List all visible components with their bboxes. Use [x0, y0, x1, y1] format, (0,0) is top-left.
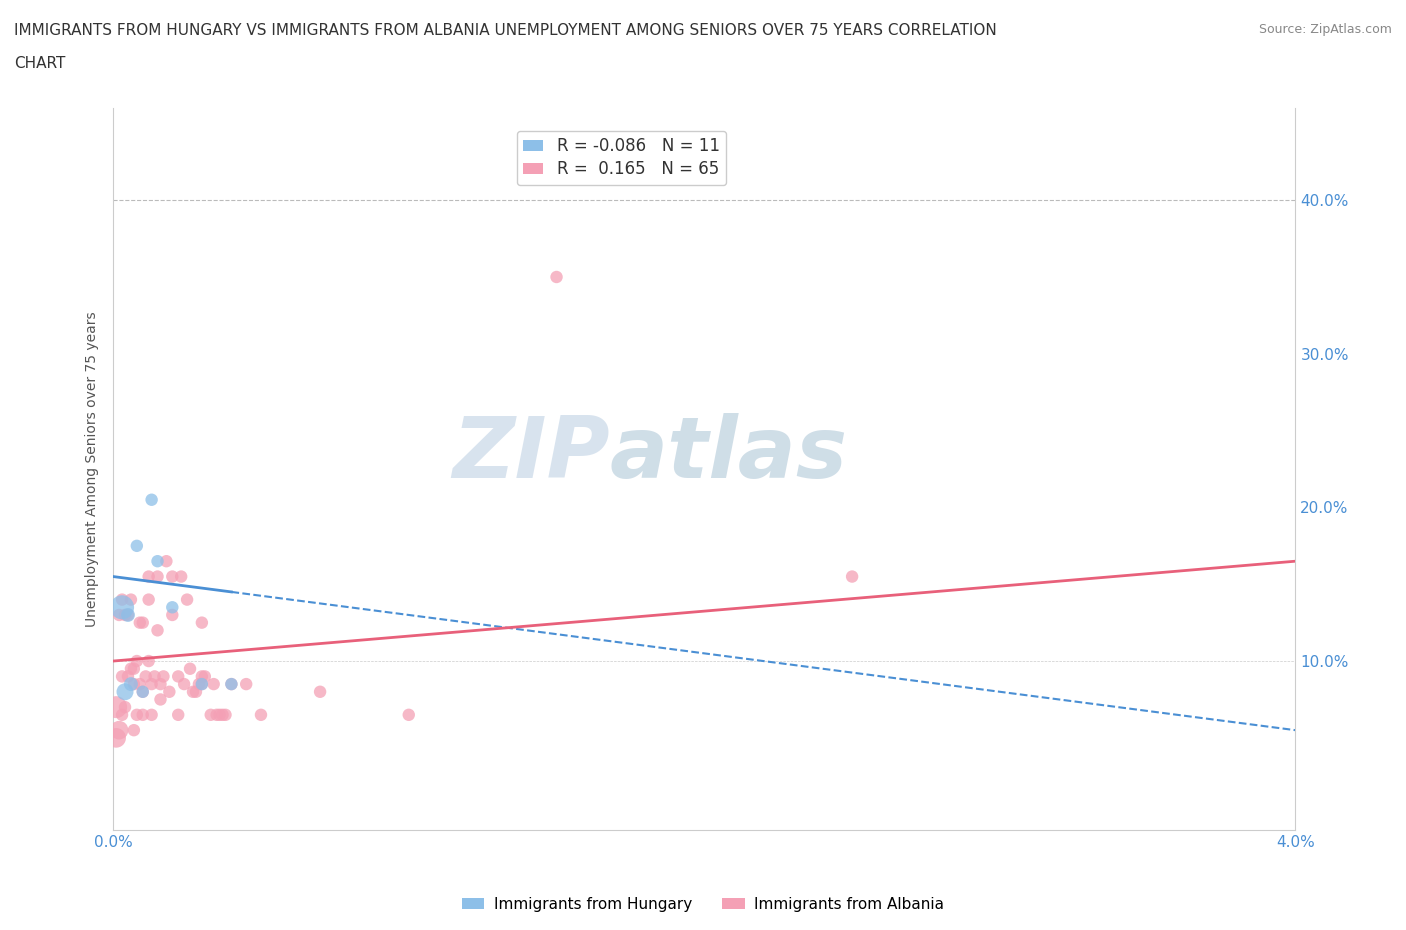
- Point: [546, 270, 568, 285]
- Point: [125, 538, 148, 553]
- Point: [146, 569, 169, 584]
- Point: [162, 600, 184, 615]
- Point: [176, 592, 198, 607]
- Point: [221, 677, 243, 692]
- Point: [143, 669, 166, 684]
- Point: [146, 553, 169, 568]
- Text: ZIP: ZIP: [453, 413, 610, 496]
- Point: [132, 616, 155, 631]
- Point: [250, 708, 273, 723]
- Point: [125, 708, 148, 723]
- Point: [167, 669, 190, 684]
- Point: [179, 661, 201, 676]
- Point: [114, 684, 136, 699]
- Point: [111, 708, 134, 723]
- Point: [181, 684, 204, 699]
- Point: [132, 708, 155, 723]
- Point: [841, 569, 863, 584]
- Point: [128, 677, 150, 692]
- Point: [149, 677, 172, 692]
- Point: [111, 592, 134, 607]
- Point: [398, 708, 420, 723]
- Point: [122, 723, 145, 737]
- Point: [162, 569, 184, 584]
- Point: [117, 669, 139, 684]
- Legend: R = -0.086   N = 11, R =  0.165   N = 65: R = -0.086 N = 11, R = 0.165 N = 65: [517, 131, 727, 185]
- Point: [132, 684, 155, 699]
- Point: [211, 708, 233, 723]
- Point: [157, 684, 180, 699]
- Point: [108, 723, 131, 737]
- Point: [152, 669, 174, 684]
- Point: [170, 569, 193, 584]
- Point: [184, 684, 207, 699]
- Point: [191, 677, 214, 692]
- Point: [105, 699, 128, 714]
- Point: [149, 692, 172, 707]
- Point: [138, 592, 160, 607]
- Point: [162, 607, 184, 622]
- Text: Source: ZipAtlas.com: Source: ZipAtlas.com: [1258, 23, 1392, 36]
- Point: [191, 677, 214, 692]
- Point: [141, 708, 163, 723]
- Point: [114, 699, 136, 714]
- Point: [187, 677, 209, 692]
- Point: [202, 677, 225, 692]
- Point: [173, 677, 195, 692]
- Point: [111, 669, 134, 684]
- Point: [141, 492, 163, 507]
- Point: [205, 708, 228, 723]
- Point: [135, 669, 157, 684]
- Point: [132, 684, 155, 699]
- Point: [221, 677, 243, 692]
- Text: IMMIGRANTS FROM HUNGARY VS IMMIGRANTS FROM ALBANIA UNEMPLOYMENT AMONG SENIORS OV: IMMIGRANTS FROM HUNGARY VS IMMIGRANTS FR…: [14, 23, 997, 38]
- Point: [105, 730, 128, 745]
- Point: [200, 708, 222, 723]
- Point: [191, 669, 214, 684]
- Point: [208, 708, 231, 723]
- Text: CHART: CHART: [14, 56, 66, 71]
- Point: [191, 616, 214, 631]
- Point: [122, 677, 145, 692]
- Point: [167, 708, 190, 723]
- Y-axis label: Unemployment Among Seniors over 75 years: Unemployment Among Seniors over 75 years: [86, 312, 100, 627]
- Point: [155, 553, 177, 568]
- Point: [108, 607, 131, 622]
- Point: [114, 607, 136, 622]
- Legend: Immigrants from Hungary, Immigrants from Albania: Immigrants from Hungary, Immigrants from…: [456, 891, 950, 918]
- Point: [120, 677, 142, 692]
- Point: [309, 684, 332, 699]
- Point: [138, 654, 160, 669]
- Point: [125, 654, 148, 669]
- Point: [235, 677, 257, 692]
- Point: [120, 661, 142, 676]
- Point: [141, 677, 163, 692]
- Point: [117, 607, 139, 622]
- Point: [120, 592, 142, 607]
- Point: [128, 616, 150, 631]
- Point: [111, 600, 134, 615]
- Point: [138, 569, 160, 584]
- Point: [117, 607, 139, 622]
- Point: [214, 708, 236, 723]
- Point: [122, 661, 145, 676]
- Text: atlas: atlas: [610, 413, 848, 496]
- Point: [146, 623, 169, 638]
- Point: [194, 669, 217, 684]
